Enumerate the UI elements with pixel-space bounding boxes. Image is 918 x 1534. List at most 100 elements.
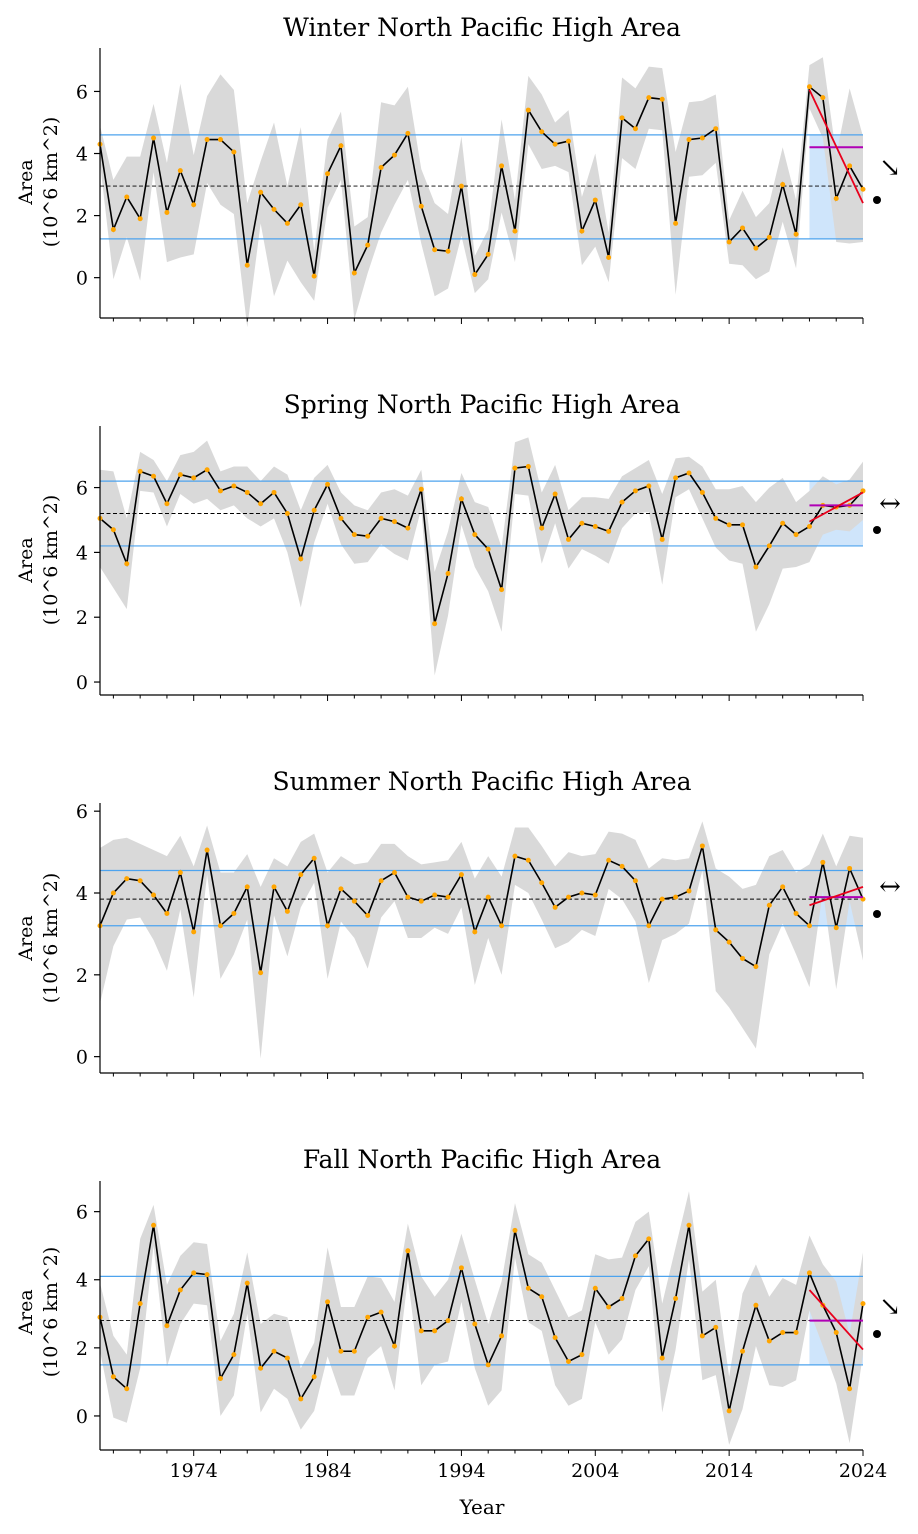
data-point [713,1324,719,1330]
data-point [391,1343,397,1349]
data-point [646,95,652,101]
mean-indicator-dot [873,1330,881,1338]
y-tick-label: 2 [76,965,88,987]
data-point [137,878,143,884]
data-point [217,1375,223,1381]
panel-spring: Spring North Pacific High Area Area (10^… [15,390,901,701]
data-point [472,1321,478,1327]
panel-title: Winter North Pacific High Area [283,13,681,42]
data-point [566,894,572,900]
data-point [231,1352,237,1358]
y-axis-label: Area [15,159,37,205]
data-point [766,902,772,908]
data-point [458,1265,464,1271]
data-point [847,163,853,169]
trend-line [809,491,864,523]
data-point [525,1285,531,1291]
data-point [713,126,719,132]
x-tick-label: 1994 [437,1460,485,1482]
data-point [606,1304,612,1310]
data-point [659,896,665,902]
data-point [579,520,585,526]
data-point [833,925,839,931]
data-point [646,483,652,489]
y-tick-label: 6 [76,81,88,103]
data-point [311,507,317,513]
x-tick-label: 2014 [705,1460,753,1482]
data-point [432,621,438,627]
data-point [699,489,705,495]
data-point [579,1352,585,1358]
data-point [659,536,665,542]
data-point [566,138,572,144]
y-tick-label: 6 [76,1202,88,1224]
data-point [325,481,331,487]
y-axis-label: Area [15,915,37,961]
data-point [244,884,250,890]
data-point [405,525,411,531]
data-point [311,1374,317,1380]
series-line [99,85,864,277]
data-point [525,857,531,863]
data-point [726,522,732,528]
x-axis-label: Year [459,1495,505,1519]
data-point [713,927,719,933]
data-point [432,1328,438,1334]
y-axis-label-units: (10^6 km^2) [40,495,62,626]
data-point [766,234,772,240]
data-point [445,248,451,254]
data-point [204,467,210,473]
data-point [151,892,157,898]
y-tick-label: 0 [76,268,88,290]
data-point [847,1386,853,1392]
data-point [258,189,264,195]
data-point [592,523,598,529]
data-point [632,126,638,132]
data-point [512,465,518,471]
trend-indicator: ↘ [879,153,901,183]
data-point [458,872,464,878]
data-point [793,231,799,237]
y-tick-label: 4 [76,1270,88,1292]
data-point [298,872,304,878]
data-point [391,870,397,876]
data-point [579,890,585,896]
data-point [284,908,290,914]
data-point [164,501,170,507]
data-point [378,515,384,521]
trend-indicator: ↔ [879,489,901,519]
data-point [311,855,317,861]
data-point [740,1348,746,1354]
data-point [673,1295,679,1301]
data-point [405,1248,411,1254]
data-point [566,536,572,542]
data-point [646,923,652,929]
data-point [806,84,812,90]
data-point [606,254,612,260]
data-point [244,1280,250,1286]
data-point [365,242,371,248]
trend-line [808,89,864,204]
data-point [726,239,732,245]
data-point [780,182,786,188]
data-point [284,1355,290,1361]
data-point [298,202,304,208]
data-point [485,1362,491,1368]
data-point [512,1227,518,1233]
data-point [204,137,210,143]
data-point [124,1386,130,1392]
data-point [378,878,384,884]
data-point [298,556,304,562]
y-tick-label: 0 [76,672,88,694]
series-line [99,1225,864,1412]
data-point [753,564,759,570]
data-point [539,880,545,886]
data-point [137,216,143,222]
uncertainty-band [100,437,863,676]
data-point [338,1348,344,1354]
data-point [592,892,598,898]
data-point [124,194,130,200]
data-point [164,209,170,215]
data-point [673,894,679,900]
